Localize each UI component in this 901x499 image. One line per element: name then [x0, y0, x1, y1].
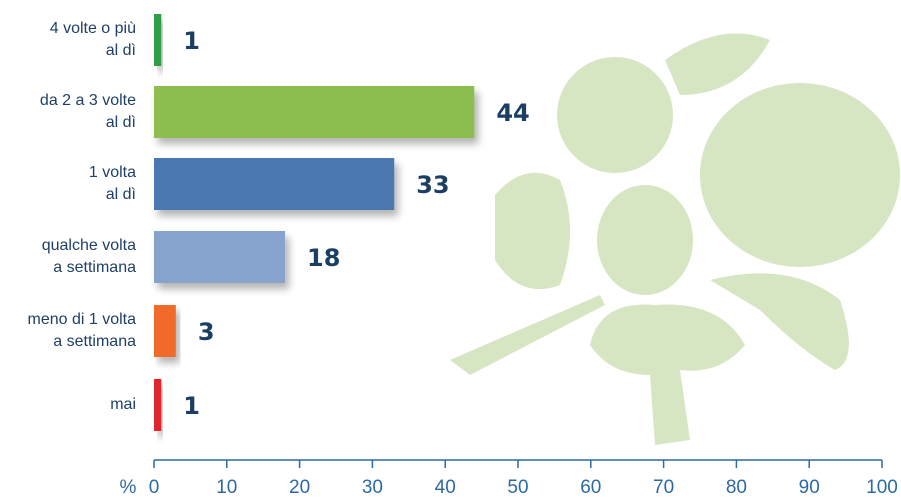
value-label: 1 [183, 392, 200, 420]
value-label: 33 [416, 171, 449, 199]
category-label: a settimana [53, 333, 136, 350]
category-label: a settimana [53, 259, 136, 276]
bar [154, 158, 394, 210]
x-tick-label: 50 [507, 477, 528, 498]
chart: % 0 10 20 30 40 50 60 70 80 90 100 4 volte o più al … [0, 0, 901, 499]
category-label: 4 volte o più [50, 20, 136, 37]
category-label: 1 volta [89, 164, 136, 181]
category-label: da 2 a 3 volte [40, 92, 136, 109]
bar [154, 14, 161, 66]
bar [154, 86, 474, 138]
bar [154, 379, 161, 431]
x-tick-label: 0 [149, 477, 160, 498]
x-axis-label: % [120, 477, 137, 498]
x-tick-label: 60 [580, 477, 601, 498]
value-label: 1 [183, 27, 200, 55]
category-label: al dì [106, 114, 136, 131]
category-label: al dì [106, 42, 136, 59]
vegetable-decoration [450, 33, 900, 445]
x-tick-label: 100 [866, 477, 898, 498]
x-tick-label: 80 [726, 477, 747, 498]
x-tick-label: 20 [289, 477, 310, 498]
x-tick-label: 10 [216, 477, 237, 498]
bar [154, 231, 285, 283]
category-label: meno di 1 volta [27, 311, 136, 328]
value-label: 3 [198, 318, 215, 346]
value-label: 18 [307, 244, 340, 272]
category-label: al dì [106, 186, 136, 203]
x-tick-label: 40 [435, 477, 456, 498]
x-tick-label: 30 [362, 477, 383, 498]
x-tick-label: 90 [799, 477, 820, 498]
value-label: 44 [496, 99, 529, 127]
x-tick-label: 70 [653, 477, 674, 498]
category-label: qualche volta [42, 237, 136, 254]
category-label: mai [110, 396, 136, 413]
bar [154, 305, 176, 357]
